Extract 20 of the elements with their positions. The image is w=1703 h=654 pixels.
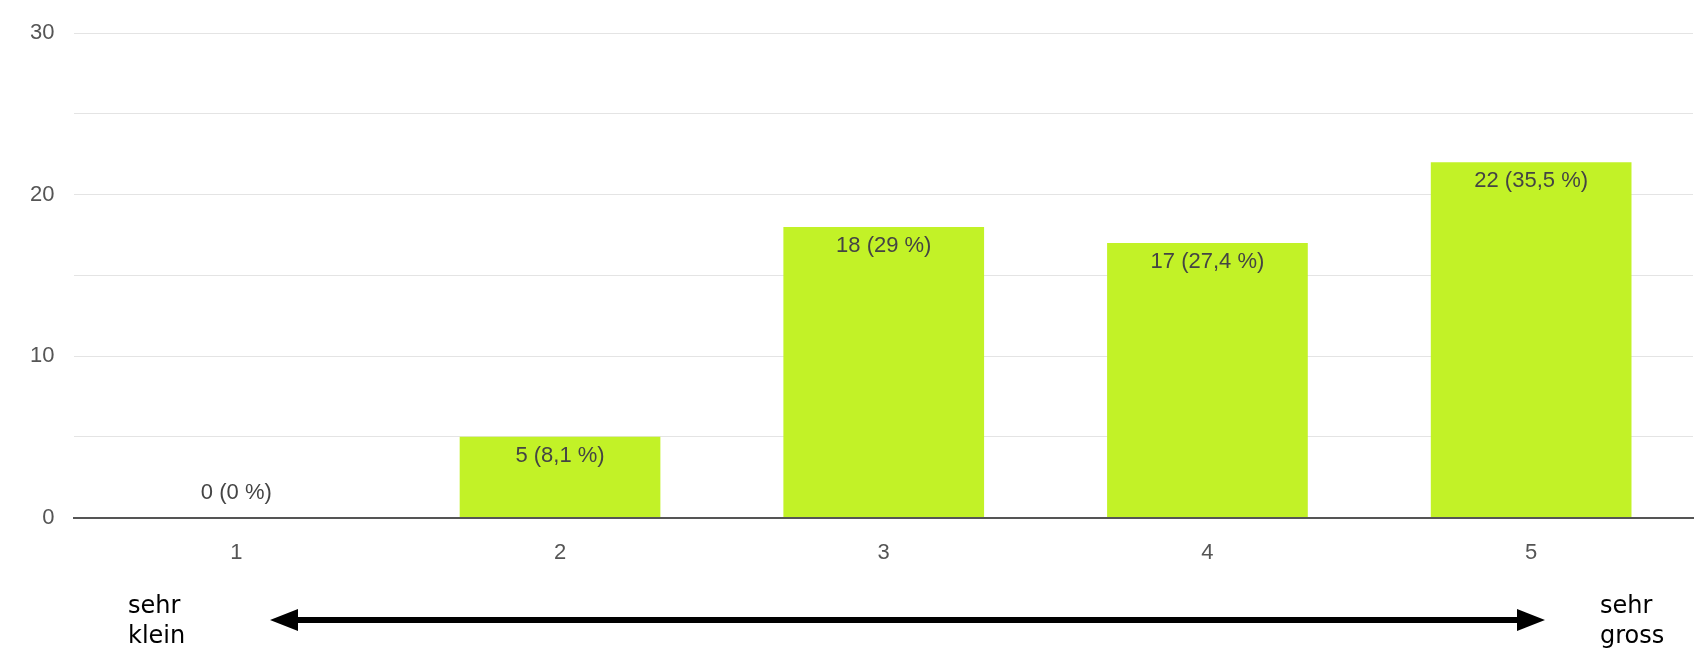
bar	[459, 436, 661, 518]
bar	[1430, 162, 1632, 518]
data-label: 18 (29 %)	[836, 232, 932, 258]
text: sehr gross	[1600, 590, 1666, 650]
y-tick-label: 20	[29, 180, 55, 206]
x-tick-label: 2	[553, 538, 567, 564]
data-label: 17 (27,4 %)	[1150, 248, 1265, 274]
x-tick-label: 1	[230, 538, 243, 564]
y-tick-label: 30	[29, 19, 55, 45]
x-tick-label: 3	[877, 538, 890, 564]
y-tick-label: 10	[29, 342, 55, 368]
x-tick-label: 5	[1525, 538, 1538, 564]
y-tick-label: 0	[42, 503, 55, 529]
text: sehr klein	[128, 590, 187, 650]
x-tick-label: 4	[1201, 538, 1214, 564]
data-label: 5 (8,1 %)	[515, 441, 605, 467]
data-label: 0 (0 %)	[200, 478, 272, 504]
bar	[783, 226, 985, 518]
data-label: 22 (35,5 %)	[1474, 167, 1589, 193]
bar	[1107, 243, 1308, 518]
